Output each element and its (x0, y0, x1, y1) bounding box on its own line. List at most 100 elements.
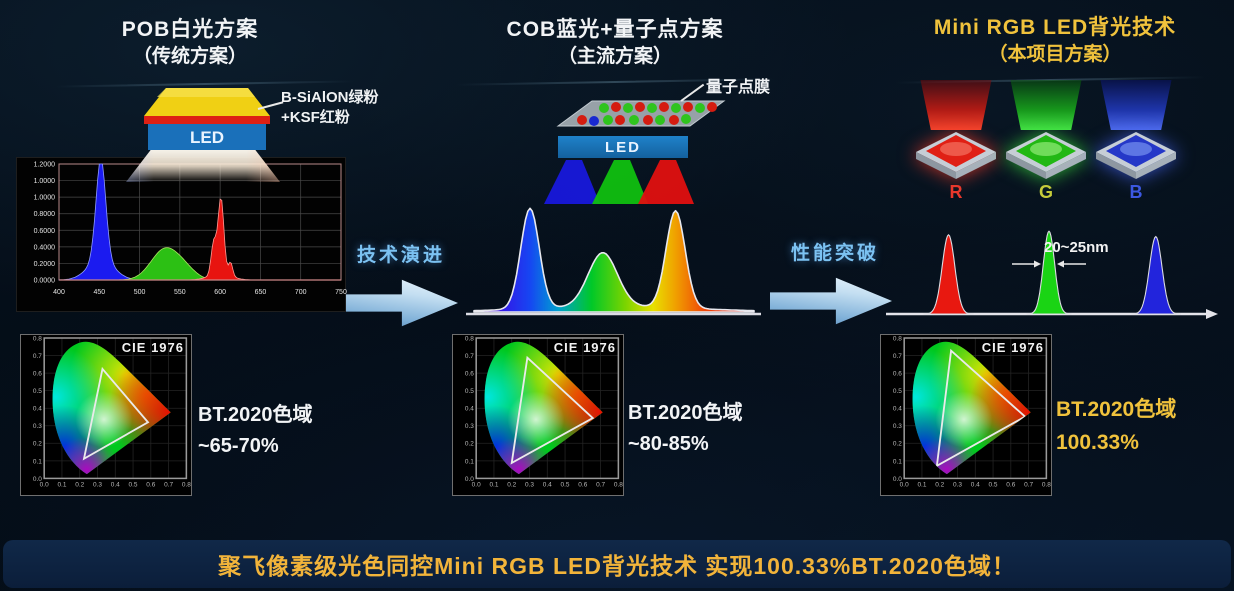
evolution-arrow-label: 技术演进 (356, 245, 445, 266)
qd-gamut-title: BT.2020色域 (628, 402, 743, 424)
pob-gamut-title: BT.2020色域 (198, 404, 313, 426)
breakthrough-arrow-icon (770, 277, 892, 325)
svg-text:0.7: 0.7 (164, 482, 173, 489)
svg-text:0.4000: 0.4000 (34, 244, 56, 251)
blue-beam (1100, 80, 1172, 130)
pob-led-stack: LED (144, 88, 270, 150)
svg-text:550: 550 (174, 289, 186, 296)
pob-gamut-text: BT.2020色域 ~65-70% (198, 400, 313, 462)
blue-led-chip: B (1092, 80, 1180, 208)
svg-text:0.7: 0.7 (596, 482, 605, 489)
svg-text:0.1: 0.1 (917, 482, 926, 489)
blue-chip-graphic (1096, 132, 1176, 179)
green-chip-label: G (1038, 182, 1053, 202)
cob-led-label: LED (605, 138, 641, 156)
svg-text:1.2000: 1.2000 (34, 162, 56, 169)
svg-text:0.2: 0.2 (935, 482, 944, 489)
pob-cie-label: CIE 1976 (121, 340, 184, 355)
svg-text:0.7: 0.7 (893, 353, 902, 360)
svg-text:0.6: 0.6 (33, 371, 42, 378)
qd-title: COB蓝光+量子点方案 （主流方案） (440, 16, 790, 69)
green-led-chip: G (1002, 80, 1090, 208)
qd-gamut-value: ~80-85% (628, 433, 709, 455)
rgb-gamut-title: BT.2020色域 (1056, 398, 1177, 421)
svg-text:1.0000: 1.0000 (34, 195, 56, 202)
svg-text:0.2: 0.2 (893, 441, 902, 448)
qd-gamut-text: BT.2020色域 ~80-85% (628, 398, 743, 460)
svg-text:0.1: 0.1 (465, 458, 474, 465)
svg-text:0.4: 0.4 (543, 482, 552, 489)
svg-text:0.8000: 0.8000 (34, 211, 56, 218)
pob-spectrum-chart: 1.2000 1.0000 1.0000 0.8000 0.6000 0.4000 0.20… (16, 157, 347, 312)
pob-cie-plot: 0.8 0.7 0.6 0.5 0.4 0.3 0.2 0.1 0.00.0 0.1 0.2 0.3 0… (33, 335, 191, 489)
svg-text:20~25nm: 20~25nm (1044, 239, 1109, 256)
red-chip-label: R (949, 182, 963, 202)
svg-text:0.7: 0.7 (1024, 482, 1033, 489)
pob-title: POB白光方案 （传统方案） (50, 16, 330, 69)
white-light-beam (126, 150, 280, 182)
blue-cone (544, 160, 600, 204)
svg-text:0.5: 0.5 (129, 482, 138, 489)
red-cone (638, 160, 694, 204)
svg-text:400: 400 (53, 289, 65, 296)
svg-text:0.8: 0.8 (33, 335, 42, 342)
qd-title-line1: COB蓝光+量子点方案 (506, 18, 724, 41)
svg-text:500: 500 (134, 289, 146, 296)
svg-text:0.2: 0.2 (465, 441, 474, 448)
svg-text:0.1: 0.1 (33, 458, 42, 465)
svg-text:0.8: 0.8 (465, 335, 474, 342)
rgb-title-line2: （本项目方案） (988, 43, 1122, 65)
bottom-banner: 聚飞像素级光色同控Mini RGB LED背光技术 实现100.33%BT.20… (3, 540, 1231, 588)
svg-text:0.5: 0.5 (33, 388, 42, 395)
svg-text:450: 450 (93, 289, 105, 296)
phosphor-highlight (157, 88, 255, 97)
phosphor-annotation-line2: +KSF红粉 (281, 108, 350, 126)
svg-text:0.4: 0.4 (893, 406, 902, 413)
evolution-arrow-icon (336, 279, 458, 327)
svg-text:1.0000: 1.0000 (34, 178, 56, 185)
red-chip-graphic (916, 132, 996, 179)
cob-led-bar: LED (558, 136, 688, 158)
breakthrough-arrow-label: 性能突破 (790, 243, 879, 264)
red-led-chip: R (912, 80, 1000, 208)
pob-title-line1: POB白光方案 (121, 18, 259, 41)
svg-text:0.6: 0.6 (465, 371, 474, 378)
rgb-cie-diagram: 0.8 0.7 0.6 0.5 0.4 0.3 0.2 0.1 0.0 0.0 0.1 0.2 0.3 0… (880, 334, 1052, 496)
svg-text:0.0000: 0.0000 (34, 278, 56, 285)
rgb-gamut-text: BT.2020色域 100.33% (1056, 394, 1176, 459)
svg-text:0.4: 0.4 (111, 482, 120, 489)
qd-cie-label: CIE 1976 (553, 340, 616, 355)
qd-title-line2: （主流方案） (557, 45, 672, 67)
pob-spectrum-plot: 1.2000 1.0000 1.0000 0.8000 0.6000 0.4000 0.20… (34, 162, 347, 297)
svg-text:0.3: 0.3 (465, 423, 474, 430)
film-annotation: 量子点膜 (706, 79, 771, 96)
qd-cie-diagram: 0.8 0.7 0.6 0.5 0.4 0.3 0.2 0.1 0.0 0.0 0.1 0.2 0.3 0… (452, 334, 624, 496)
green-chip-graphic (1006, 132, 1086, 179)
pob-gamut-value: ~65-70% (198, 435, 279, 457)
svg-text:0.6000: 0.6000 (34, 228, 56, 235)
svg-text:0.3: 0.3 (893, 423, 902, 430)
svg-text:0.2000: 0.2000 (34, 261, 56, 268)
quantum-dot-film (556, 100, 726, 127)
svg-text:0.6: 0.6 (578, 482, 587, 489)
svg-text:0.6: 0.6 (146, 482, 155, 489)
quantum-dots (577, 102, 717, 126)
svg-text:0.3: 0.3 (33, 423, 42, 430)
svg-text:0.3: 0.3 (525, 482, 534, 489)
svg-text:0.7: 0.7 (33, 353, 42, 360)
banner-text: 聚飞像素级光色同控Mini RGB LED背光技术 实现100.33%BT.20… (218, 553, 1016, 579)
svg-text:0.1: 0.1 (489, 482, 498, 489)
svg-text:0.6: 0.6 (893, 371, 902, 378)
qd-spectrum-plot (466, 207, 761, 316)
svg-text:750: 750 (335, 289, 347, 296)
svg-text:0.8: 0.8 (182, 482, 191, 489)
svg-text:0.0: 0.0 (893, 476, 902, 483)
svg-text:0.3: 0.3 (93, 482, 102, 489)
breakthrough-arrow-group: 性能突破 (770, 238, 900, 328)
rgb-cie-label: CIE 1976 (981, 340, 1044, 355)
phosphor-annotation-line1: B-SiAlON绿粉 (281, 89, 379, 106)
pob-cie-diagram: 0.8 0.7 0.6 0.5 0.4 0.3 0.2 0.1 0.0 0.0 0.1 0.2 0.3 0… (20, 334, 192, 496)
svg-text:0.2: 0.2 (507, 482, 516, 489)
svg-text:0.2: 0.2 (33, 441, 42, 448)
blue-chip-label: B (1129, 182, 1143, 202)
